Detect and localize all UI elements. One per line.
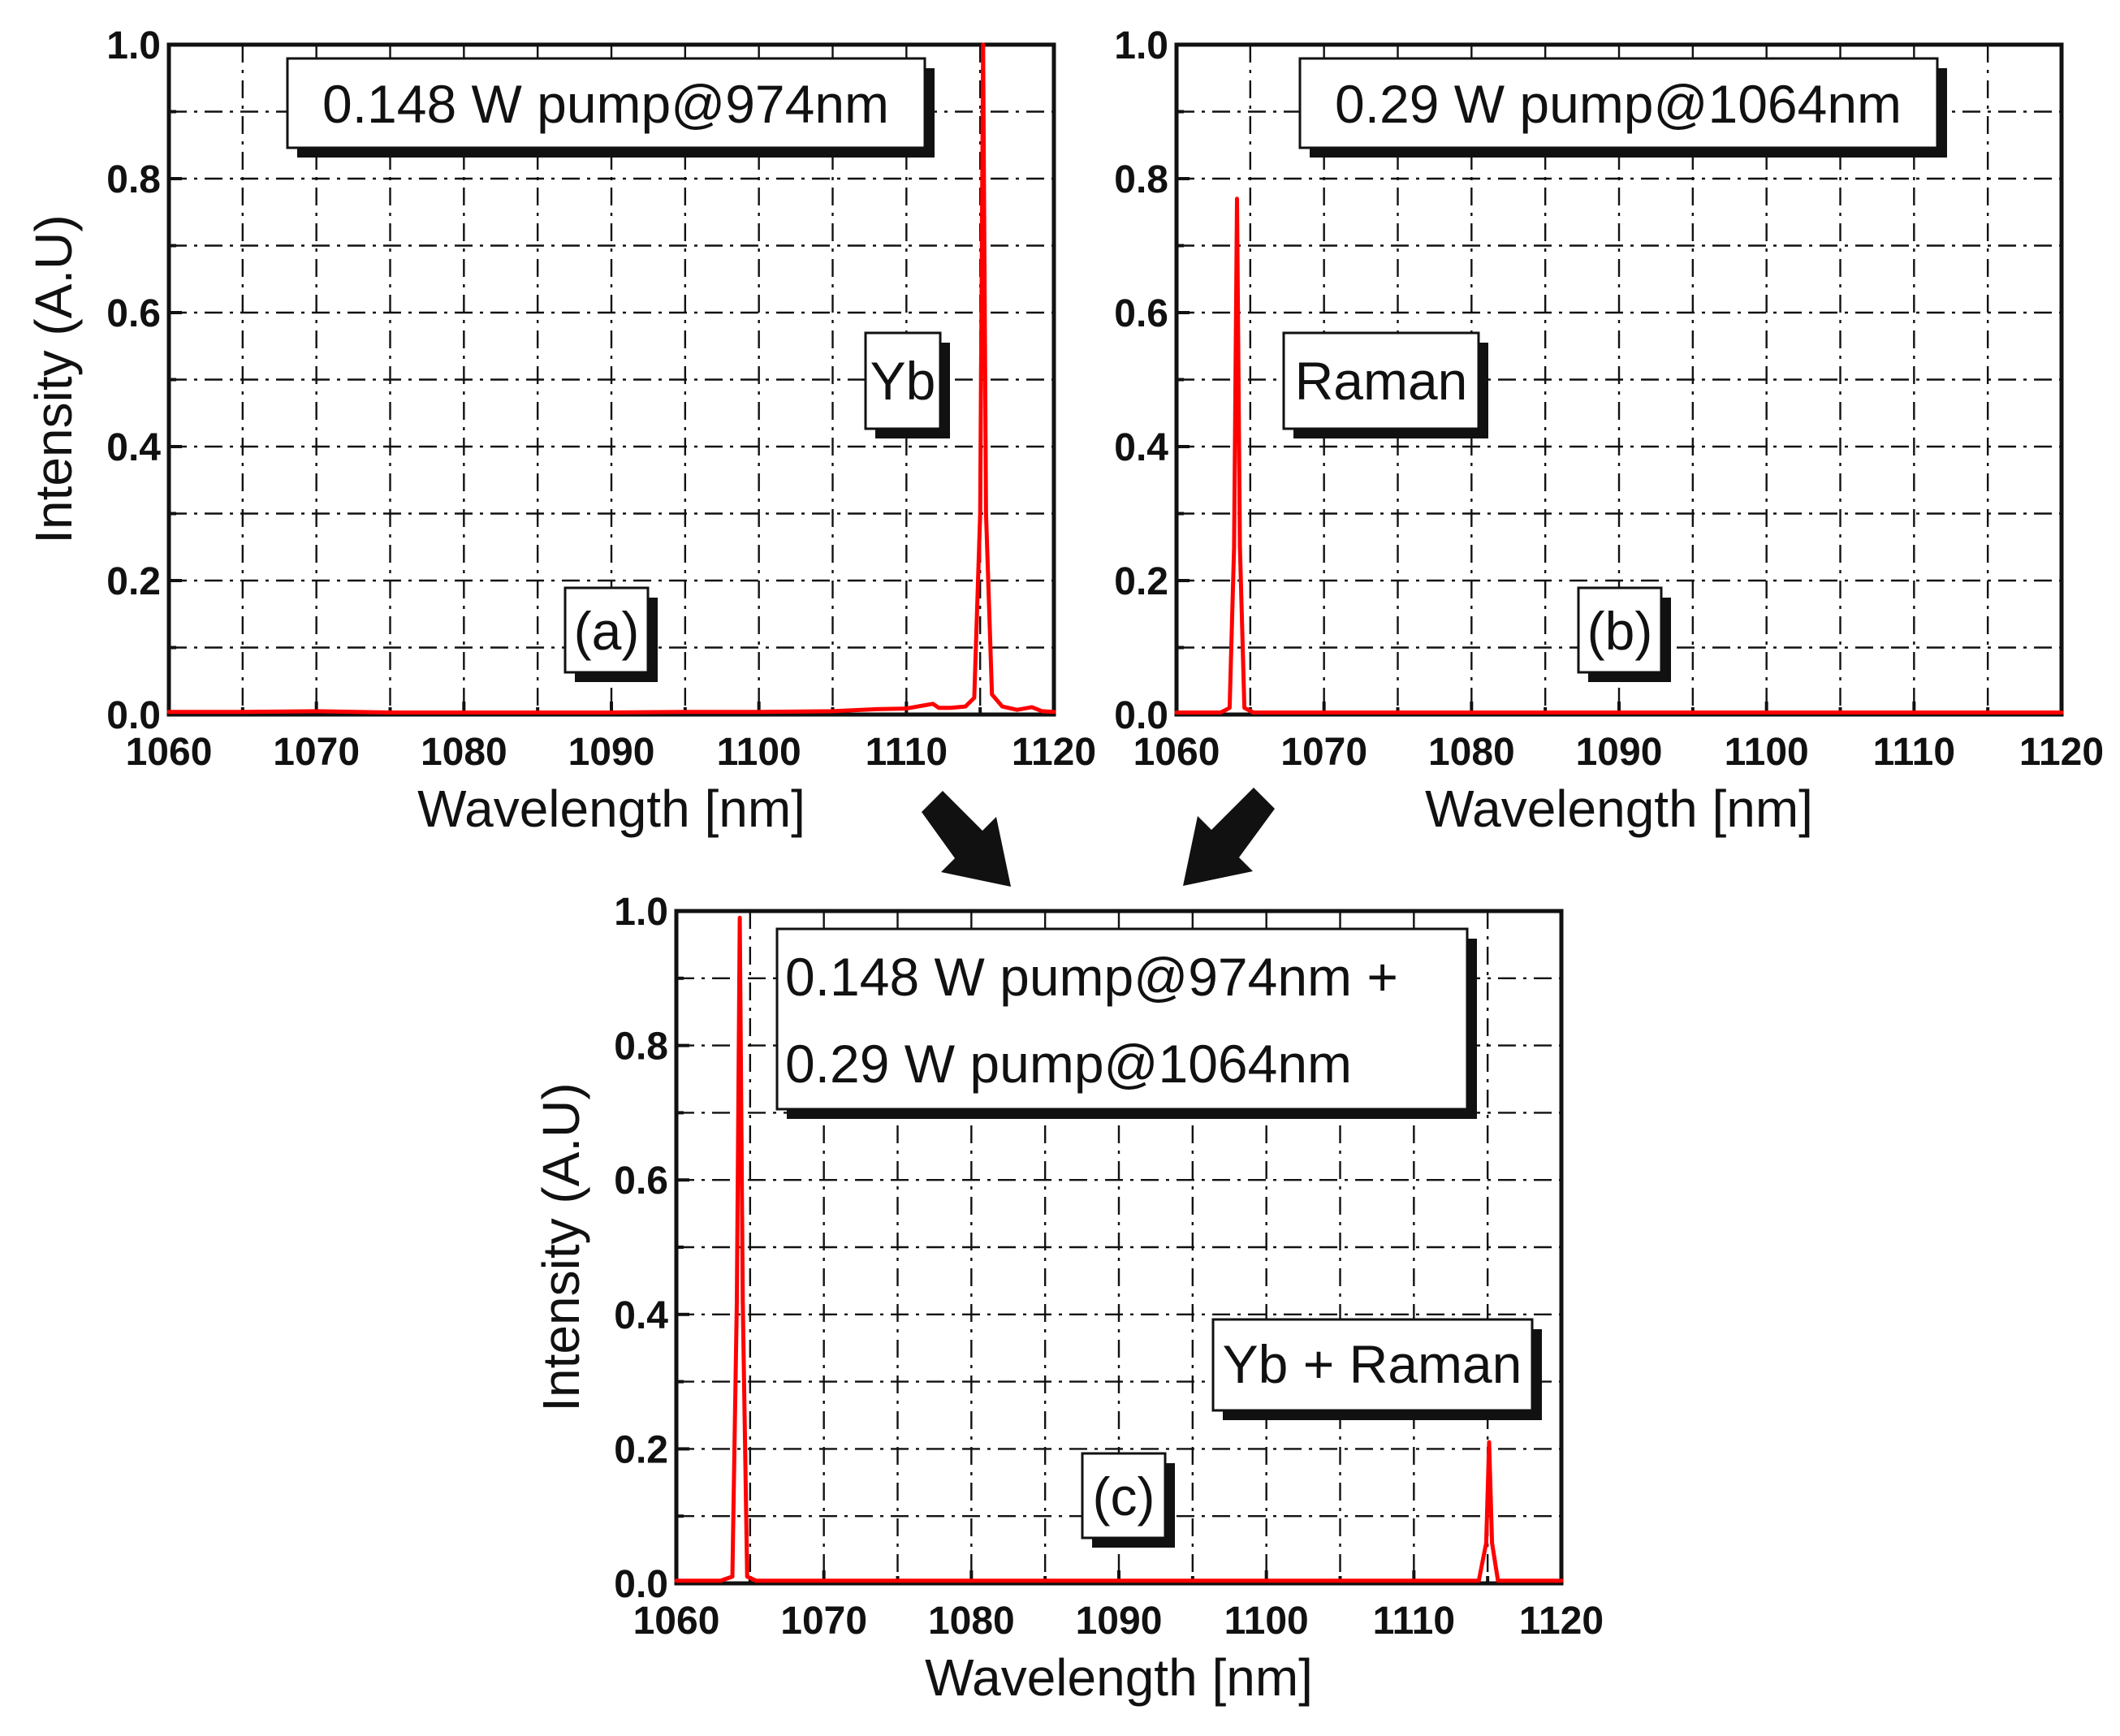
arrow-from-b-icon xyxy=(1183,788,1275,886)
chart-panel-c: 1060 1070 1080 1090 1100 1110 1120 0.00.20.40.… xyxy=(532,891,1604,1707)
x-tick-label: 1080 xyxy=(421,731,507,774)
y-tick-labels: 0.0 0.2 0.4 0.6 0.8 1.0 xyxy=(614,891,668,1606)
y-tick-label: 0.0 xyxy=(1114,694,1168,737)
x-tick-label: 1110 xyxy=(866,731,948,774)
y-tick-label: 0.6 xyxy=(614,1159,668,1203)
x-tick-label: 1120 xyxy=(1012,731,1096,774)
y-tick-labels: 0.0 0.2 0.4 0.6 0.8 1.0 xyxy=(106,24,161,737)
panel-label-box: (b) xyxy=(1577,586,1671,682)
x-axis-title: Wavelength [nm] xyxy=(417,779,805,838)
panel-label-box: (a) xyxy=(563,586,658,682)
x-axis-title: Wavelength [nm] xyxy=(1425,779,1813,838)
y-tick-label: 0.0 xyxy=(614,1563,668,1606)
spectrum-line xyxy=(674,915,1564,1583)
x-tick-label: 1060 xyxy=(126,731,213,774)
y-tick-label: 1.0 xyxy=(106,24,161,67)
x-tick-label: 1120 xyxy=(2019,731,2104,774)
x-tick-label: 1080 xyxy=(928,1600,1015,1643)
panel-label: (b) xyxy=(1587,601,1653,661)
y-axis-title: Intensity (A.U) xyxy=(24,214,83,543)
y-tick-label: 0.8 xyxy=(614,1026,668,1069)
x-axis-title: Wavelength [nm] xyxy=(925,1648,1313,1707)
x-tick-label: 1070 xyxy=(273,731,360,774)
annotation-pump-text: 0.148 W pump@974nm xyxy=(322,74,889,134)
x-tick-label: 1060 xyxy=(633,1600,720,1643)
y-tick-label: 0.4 xyxy=(614,1294,668,1337)
x-tick-label: 1110 xyxy=(1373,1600,1455,1643)
y-tick-label: 0.4 xyxy=(106,426,161,469)
panel-label: (c) xyxy=(1093,1466,1155,1527)
x-tick-label: 1060 xyxy=(1133,731,1220,774)
y-tick-label: 1.0 xyxy=(614,891,668,934)
y-tick-label: 0.4 xyxy=(1114,426,1168,469)
annotation-pump-text: 0.29 W pump@1064nm xyxy=(1335,74,1902,134)
chart-panel-b: 1060 1070 1080 1090 1100 1110 1120 0.00.20.40.… xyxy=(1114,24,2104,838)
annotation-yb-raman-text: Yb + Raman xyxy=(1223,1334,1522,1394)
y-tick-label: 1.0 xyxy=(1114,24,1168,67)
x-tick-label: 1070 xyxy=(1280,731,1367,774)
y-tick-label: 0.2 xyxy=(1114,560,1168,603)
annotation-box-pump: 0.148 W pump@974nm + 0.29 W pump@1064nm xyxy=(775,927,1477,1119)
y-tick-label: 0.2 xyxy=(106,560,161,603)
x-tick-label: 1090 xyxy=(1576,731,1663,774)
y-tick-label: 0.6 xyxy=(106,292,161,335)
chart-panel-a: 1060 1070 1080 1090 1100 1110 1120 0.00.20.40.… xyxy=(24,24,1096,838)
x-tick-label: 1110 xyxy=(1873,731,1955,774)
annotation-box-yb-raman: Yb + Raman xyxy=(1211,1318,1542,1420)
annotation-raman-text: Raman xyxy=(1295,351,1468,411)
y-tick-label: 0.2 xyxy=(614,1428,668,1471)
spectrum-line xyxy=(1174,196,2064,715)
annotation-yb-text: Yb xyxy=(870,351,936,411)
y-tick-label: 0.8 xyxy=(106,158,161,201)
annotation-pump-line2: 0.29 W pump@1064nm xyxy=(785,1034,1352,1094)
annotation-box-yb: Yb xyxy=(864,331,950,438)
spectrum-line xyxy=(166,42,1056,715)
x-tick-labels: 1060 1070 1080 1090 1100 1110 1120 xyxy=(633,1600,1604,1643)
y-axis-title: Intensity (A.U) xyxy=(532,1082,590,1411)
annotation-box-pump: 0.148 W pump@974nm xyxy=(286,57,935,158)
panel-label: (a) xyxy=(574,601,640,661)
annotation-box-pump: 0.29 W pump@1064nm xyxy=(1298,57,1947,158)
x-tick-label: 1080 xyxy=(1428,731,1515,774)
x-tick-label: 1100 xyxy=(1224,1600,1309,1643)
x-tick-label: 1070 xyxy=(780,1600,867,1643)
annotation-pump-line1: 0.148 W pump@974nm + xyxy=(785,947,1398,1007)
y-tick-label: 0.0 xyxy=(106,694,161,737)
arrow-from-a-icon xyxy=(922,791,1011,887)
x-tick-label: 1090 xyxy=(1076,1600,1163,1643)
x-tick-label: 1090 xyxy=(568,731,655,774)
x-tick-label: 1120 xyxy=(1519,1600,1604,1643)
x-tick-labels: 1060 1070 1080 1090 1100 1110 1120 xyxy=(1133,731,2104,774)
annotation-box-raman: Raman xyxy=(1282,331,1488,438)
x-tick-labels: 1060 1070 1080 1090 1100 1110 1120 xyxy=(126,731,1096,774)
panel-label-box: (c) xyxy=(1081,1452,1175,1548)
x-tick-label: 1100 xyxy=(717,731,801,774)
y-tick-labels: 0.0 0.2 0.4 0.6 0.8 1.0 xyxy=(1114,24,1168,737)
x-tick-label: 1100 xyxy=(1725,731,1809,774)
y-tick-label: 0.8 xyxy=(1114,158,1168,201)
y-tick-label: 0.6 xyxy=(1114,292,1168,335)
